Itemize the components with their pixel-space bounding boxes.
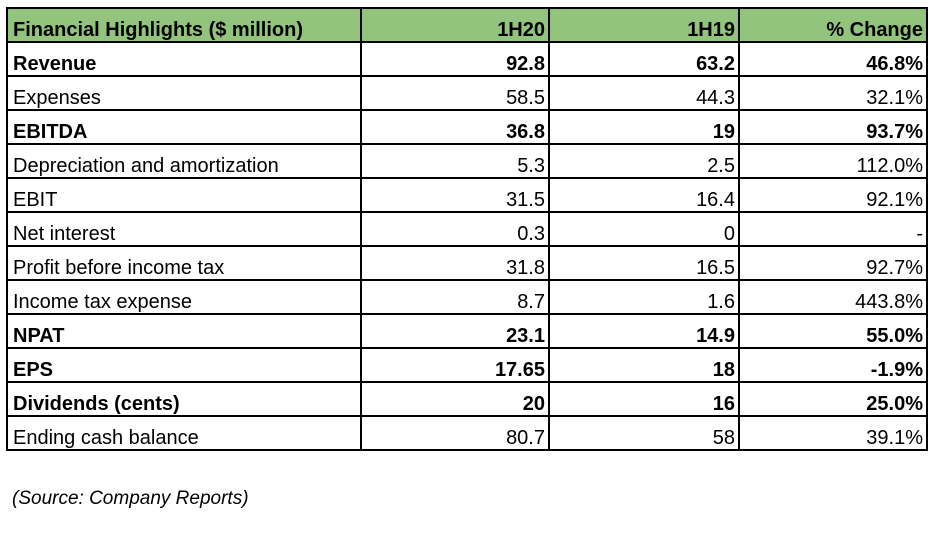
- cell: -: [738, 211, 928, 247]
- cell: 80.7: [360, 415, 550, 451]
- table-row: Profit before income tax 31.8 16.5 92.7%: [6, 245, 928, 281]
- cell: 92.7%: [738, 245, 928, 281]
- row-label: Depreciation and amortization: [6, 143, 362, 179]
- cell: 14.9: [548, 313, 740, 349]
- row-label: Revenue: [6, 41, 362, 77]
- cell: 39.1%: [738, 415, 928, 451]
- table-row: EBITDA 36.8 19 93.7%: [6, 109, 928, 145]
- cell: 18: [548, 347, 740, 383]
- cell: 16.5: [548, 245, 740, 281]
- row-label: Expenses: [6, 75, 362, 111]
- header-row: Financial Highlights ($ million) 1H20 1H19…: [6, 7, 928, 43]
- cell: 2.5: [548, 143, 740, 179]
- table-row: NPAT 23.1 14.9 55.0%: [6, 313, 928, 349]
- cell: 25.0%: [738, 381, 928, 417]
- header-cell: 1H19: [548, 7, 740, 43]
- table-row: EPS 17.65 18 -1.9%: [6, 347, 928, 383]
- table-row: Dividends (cents) 20 16 25.0%: [6, 381, 928, 417]
- table-header: Financial Highlights ($ million) 1H20 1H19…: [6, 7, 928, 43]
- table-row: Expenses 58.5 44.3 32.1%: [6, 75, 928, 111]
- cell: 20: [360, 381, 550, 417]
- cell: 92.1%: [738, 177, 928, 213]
- table-row: Ending cash balance 80.7 58 39.1%: [6, 415, 928, 451]
- cell: 32.1%: [738, 75, 928, 111]
- row-label: Dividends (cents): [6, 381, 362, 417]
- table-row: EBIT 31.5 16.4 92.1%: [6, 177, 928, 213]
- row-label: NPAT: [6, 313, 362, 349]
- row-label: Profit before income tax: [6, 245, 362, 281]
- cell: 92.8: [360, 41, 550, 77]
- row-label: Income tax expense: [6, 279, 362, 315]
- cell: 0: [548, 211, 740, 247]
- table-body: Revenue 92.8 63.2 46.8% Expenses 58.5 44.3 32.1…: [6, 41, 928, 451]
- table-row: Depreciation and amortization 5.3 2.5 112.0…: [6, 143, 928, 179]
- source-note: (Source: Company Reports): [12, 488, 249, 509]
- header-cell: % Change: [738, 7, 928, 43]
- cell: 55.0%: [738, 313, 928, 349]
- cell: 58: [548, 415, 740, 451]
- cell: 93.7%: [738, 109, 928, 145]
- cell: 16.4: [548, 177, 740, 213]
- cell: 16: [548, 381, 740, 417]
- row-label: EBIT: [6, 177, 362, 213]
- cell: 8.7: [360, 279, 550, 315]
- table-row: Revenue 92.8 63.2 46.8%: [6, 41, 928, 77]
- cell: 31.5: [360, 177, 550, 213]
- table-row: Net interest 0.3 0-: [6, 211, 928, 247]
- cell: 112.0%: [738, 143, 928, 179]
- cell: 58.5: [360, 75, 550, 111]
- cell: 1.6: [548, 279, 740, 315]
- cell: 0.3: [360, 211, 550, 247]
- cell: 23.1: [360, 313, 550, 349]
- cell: 19: [548, 109, 740, 145]
- row-label: EPS: [6, 347, 362, 383]
- cell: 443.8%: [738, 279, 928, 315]
- header-cell: Financial Highlights ($ million): [6, 7, 362, 43]
- cell: 5.3: [360, 143, 550, 179]
- cell: 36.8: [360, 109, 550, 145]
- cell: 63.2: [548, 41, 740, 77]
- row-label: EBITDA: [6, 109, 362, 145]
- cell: 17.65: [360, 347, 550, 383]
- cell: 44.3: [548, 75, 740, 111]
- financial-table: Financial Highlights ($ million) 1H20 1H19…: [6, 7, 928, 451]
- cell: -1.9%: [738, 347, 928, 383]
- row-label: Net interest: [6, 211, 362, 247]
- table-row: Income tax expense 8.7 1.6 443.8%: [6, 279, 928, 315]
- row-label: Ending cash balance: [6, 415, 362, 451]
- header-cell: 1H20: [360, 7, 550, 43]
- cell: 46.8%: [738, 41, 928, 77]
- cell: 31.8: [360, 245, 550, 281]
